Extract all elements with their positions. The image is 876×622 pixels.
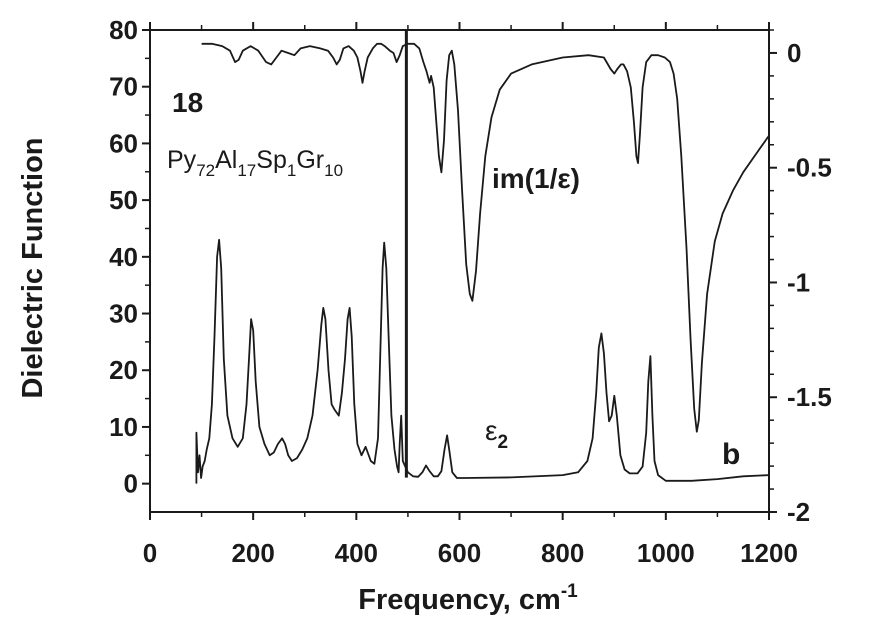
series-layer <box>195 42 770 484</box>
x-tick-label: 1000 <box>637 538 695 568</box>
composition-part: 1 <box>287 161 296 180</box>
y-tick-label: 50 <box>109 185 138 215</box>
y-tick-label: 20 <box>109 355 138 385</box>
y2-tick-label: -0.5 <box>787 153 832 183</box>
composition-part: Sp <box>256 146 287 174</box>
y2-tick-label: 0 <box>787 38 801 68</box>
x-axis-title: Frequency, cm-1 <box>358 581 578 616</box>
composition-label: Py72Al17Sp1Gr10 <box>167 146 343 180</box>
y-tick-label: 80 <box>109 15 138 45</box>
composition-part: Al <box>215 146 237 174</box>
x-axis-ticks: 0 200 400 600 800 1000 1200 <box>143 22 798 568</box>
x-tick-label: 800 <box>541 538 584 568</box>
y-axis-title: Dielectric Function <box>17 137 49 398</box>
composition-part: Gr <box>296 146 324 174</box>
x-tick-label: 600 <box>438 538 481 568</box>
composition-part: Py <box>167 146 197 174</box>
sample-number-label: 18 <box>172 87 203 118</box>
im-inverse-epsilon-curve <box>201 42 770 433</box>
x-tick-label: 0 <box>143 538 157 568</box>
y2-tick-label: -1 <box>787 267 810 297</box>
composition-part: 10 <box>324 161 343 180</box>
y-tick-label: 60 <box>109 128 138 158</box>
x-tick-label: 400 <box>335 538 378 568</box>
x-tick-label: 1200 <box>740 538 798 568</box>
composition-part: 72 <box>196 161 215 180</box>
x-tick-label: 200 <box>231 538 274 568</box>
right-y-axis-ticks: 0 -0.5 -1 -1.5 -2 <box>769 29 832 527</box>
epsilon2-curve <box>195 238 770 484</box>
y-tick-label: 10 <box>109 412 138 442</box>
y2-tick-label: -1.5 <box>787 382 832 412</box>
composition-part: 17 <box>237 161 256 180</box>
y-tick-label: 0 <box>124 469 138 499</box>
left-y-axis-ticks: 0 10 20 30 40 50 60 70 80 <box>109 15 150 499</box>
y-tick-label: 30 <box>109 299 138 329</box>
y-tick-label: 40 <box>109 242 138 272</box>
epsilon2-label: ε2 <box>485 415 508 453</box>
panel-label: b <box>722 438 740 471</box>
y-tick-label: 70 <box>109 72 138 102</box>
y2-tick-label: -2 <box>787 497 810 527</box>
im-inverse-epsilon-label: im(1/ε) <box>492 163 580 194</box>
